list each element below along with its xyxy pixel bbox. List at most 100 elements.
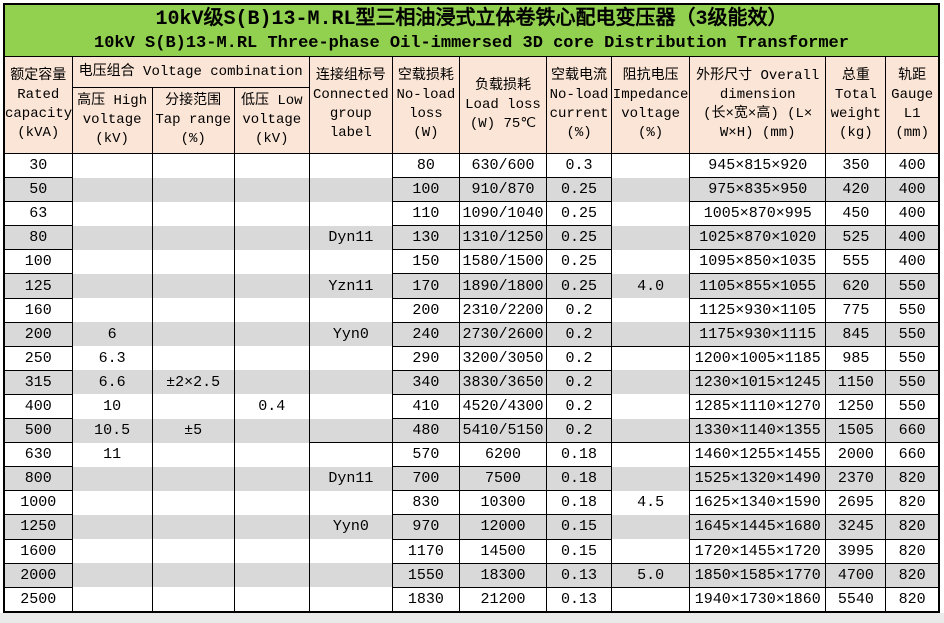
cell-noload: 290 [391, 345, 460, 371]
cell-dimension: 975×835×950 [689, 177, 827, 203]
cell-capacity: 500 [3, 418, 73, 444]
cell-impedance [611, 298, 691, 323]
cell-impedance [611, 514, 691, 539]
header-no-load-loss: 空载损耗 No-load loss (W) [391, 56, 460, 154]
cell-capacity: 315 [3, 369, 73, 395]
cell-lv [233, 418, 310, 443]
cell-hv [71, 225, 153, 250]
table-row: 1000 830 10300 0.18 4.5 1625×1340×1590 2695 820 [3, 490, 940, 516]
cell-gauge: 550 [885, 369, 940, 395]
cell-noload: 340 [391, 369, 460, 395]
cell-lv [233, 442, 310, 467]
cell-lv [233, 225, 310, 250]
cell-tap [151, 539, 235, 564]
cell-current: 0.25 [546, 249, 613, 275]
cell-tap [151, 153, 235, 178]
cell-load: 6200 [458, 442, 548, 468]
cell-current: 0.18 [546, 466, 613, 492]
cell-dimension: 1230×1015×1245 [689, 369, 827, 395]
cell-group: Yyn0 [308, 322, 393, 347]
cell-impedance [611, 370, 691, 395]
cell-capacity: 1250 [3, 514, 73, 540]
cell-gauge: 820 [885, 586, 940, 613]
cell-weight: 2370 [825, 466, 887, 492]
header-no-load-current: 空载电流 No-load current (%) [546, 56, 613, 154]
cell-hv [71, 201, 153, 226]
table-row: 125 Yzn11 170 1890/1800 0.25 4.0 1105×855×1055… [3, 273, 940, 299]
table-row: 50 100 910/870 0.25 975×835×950 420 400 [3, 177, 940, 203]
cell-dimension: 1625×1340×1590 [689, 490, 827, 516]
cell-weight: 555 [825, 249, 887, 275]
cell-tap [151, 201, 235, 226]
cell-load: 630/600 [458, 152, 548, 179]
header-row-1: 额定容量 Rated capacity (kVA) 电压组合 Voltage c… [3, 56, 940, 154]
cell-impedance [611, 153, 691, 178]
cell-dimension: 1645×1445×1680 [689, 514, 827, 540]
header-rated-capacity: 额定容量 Rated capacity (kVA) [3, 56, 73, 154]
cell-dimension: 1125×930×1105 [689, 297, 827, 323]
cell-load: 12000 [458, 514, 548, 540]
table-title-row: 10kV级S(B)13-M.RL型三相油浸式立体卷铁心配电变压器（3级能效） 1… [3, 3, 940, 57]
cell-dimension: 1105×855×1055 [689, 273, 827, 299]
cell-dimension: 1460×1255×1455 [689, 442, 827, 468]
cell-lv [233, 490, 310, 515]
cell-tap [151, 587, 235, 612]
header-impedance-voltage: 阻抗电压 Impedance voltage (%) [611, 56, 691, 154]
cell-weight: 620 [825, 273, 887, 299]
cell-gauge: 550 [885, 321, 940, 347]
cell-lv [233, 587, 310, 612]
cell-capacity: 2000 [3, 562, 73, 588]
cell-gauge: 400 [885, 201, 940, 227]
cell-dimension: 1025×870×1020 [689, 225, 827, 251]
cell-noload: 100 [391, 177, 460, 203]
cell-current: 0.2 [546, 418, 613, 444]
cell-group [308, 442, 393, 467]
cell-group [308, 201, 393, 226]
cell-noload: 410 [391, 393, 460, 420]
cell-weight: 845 [825, 321, 887, 347]
cell-hv [71, 466, 153, 491]
cell-group [308, 370, 393, 395]
cell-gauge: 820 [885, 562, 940, 588]
table-row: 1250 Yyn0 970 12000 0.15 1645×1445×1680 3245 82… [3, 514, 940, 540]
cell-impedance [611, 466, 691, 491]
cell-tap [151, 249, 235, 274]
cell-lv [233, 563, 310, 588]
cell-lv [233, 298, 310, 323]
cell-load: 2730/2600 [458, 321, 548, 347]
table-title: 10kV级S(B)13-M.RL型三相油浸式立体卷铁心配电变压器（3级能效） 1… [3, 3, 940, 57]
cell-noload: 170 [391, 273, 460, 299]
cell-tap [151, 466, 235, 491]
table-row: 200 6 Yyn0 240 2730/2600 0.2 1175×930×1115 845 5… [3, 321, 940, 347]
cell-lv [233, 514, 310, 539]
cell-lv [233, 346, 310, 371]
cell-tap [151, 394, 235, 419]
cell-capacity: 50 [3, 177, 73, 203]
cell-gauge: 660 [885, 442, 940, 468]
cell-weight: 775 [825, 297, 887, 323]
table-row: 500 10.5 ±5 480 5410/5150 0.2 1330×1140×1355 15… [3, 418, 940, 444]
cell-group [308, 298, 393, 323]
cell-capacity: 63 [3, 201, 73, 227]
cell-dimension: 945×815×920 [689, 152, 827, 179]
cell-load: 3200/3050 [458, 345, 548, 371]
cell-current: 0.2 [546, 297, 613, 323]
cell-impedance: 4.5 [611, 490, 691, 515]
table-row: 63 110 1090/1040 0.25 1005×870×995 450 400 [3, 201, 940, 227]
table-row: 100 150 1580/1500 0.25 1095×850×1035 555 400 [3, 249, 940, 275]
table-row: 400 10 0.4 410 4520/4300 0.2 1285×1110×1270 125… [3, 393, 940, 420]
cell-load: 1310/1250 [458, 225, 548, 251]
cell-noload: 150 [391, 249, 460, 275]
cell-capacity: 30 [3, 152, 73, 179]
cell-noload: 80 [391, 152, 460, 179]
cell-weight: 3995 [825, 538, 887, 564]
cell-tap [151, 490, 235, 515]
cell-hv [71, 539, 153, 564]
cell-dimension: 1525×1320×1490 [689, 466, 827, 492]
cell-lv [233, 249, 310, 274]
cell-dimension: 1720×1455×1720 [689, 538, 827, 564]
cell-gauge: 820 [885, 490, 940, 516]
cell-dimension: 1330×1140×1355 [689, 418, 827, 444]
cell-lv [233, 370, 310, 395]
table-row: 2000 1550 18300 0.13 5.0 1850×1585×1770 4700 82… [3, 562, 940, 588]
